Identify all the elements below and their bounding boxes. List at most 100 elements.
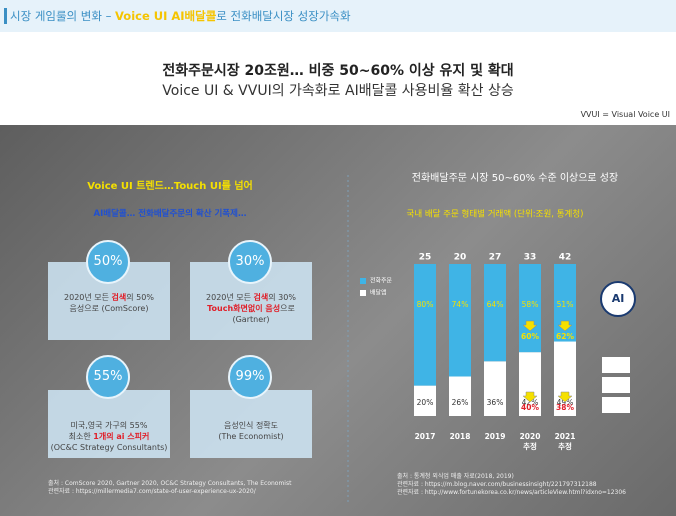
- arrow: [522, 320, 538, 332]
- source-line: 출처 : 통계청 외식업 매출 자료(2018, 2019): [397, 473, 514, 480]
- annotation: 62%: [556, 332, 574, 341]
- total-label: 42: [559, 253, 572, 263]
- stat-text: 2020년 모든: [206, 293, 254, 302]
- stat-line: 2020년 모든 검색의 30%: [190, 292, 312, 303]
- bar-segment: [519, 264, 541, 353]
- total-label: 25: [419, 253, 432, 263]
- x-tick-label: 2017: [415, 432, 436, 441]
- total-label: 33: [524, 253, 537, 263]
- x-tick-label: 2019: [485, 432, 506, 441]
- bar-segment: [519, 352, 541, 416]
- logo: [602, 397, 630, 413]
- x-tick-label: 2018: [450, 432, 471, 441]
- value-label: 20%: [417, 398, 434, 407]
- value-label: 42%: [522, 398, 539, 407]
- legend-swatch: [360, 278, 366, 284]
- x-tick-label: 2021: [555, 432, 576, 441]
- bar-segment: [449, 376, 471, 416]
- value-label: 51%: [557, 300, 574, 309]
- stat-line: 음성으로 (ComScore): [48, 303, 170, 314]
- stat-text: 의 50%: [126, 293, 154, 302]
- stat-line: Touch화면없이 음성으로: [190, 303, 312, 314]
- stat-text: 음성인식 정확도: [223, 421, 279, 430]
- stat-line: 미국,영국 가구의 55%: [48, 420, 170, 431]
- stat-text: Touch화면없이 음성: [207, 304, 281, 313]
- stat-text: 검색: [253, 293, 269, 302]
- stat-text: (OC&C Strategy Consultants): [50, 443, 168, 452]
- stat-line: 음성인식 정확도: [190, 420, 312, 431]
- header-title: 시장 게임룰의 변화 – Voice UI AI배달콜로 전화배달시장 성장가속…: [10, 8, 351, 24]
- x-tick-note: 추정: [558, 441, 572, 451]
- annotation: 38%: [556, 403, 574, 412]
- title-part: Voice UI AI배달콜: [115, 9, 217, 23]
- stat-text: 미국,영국 가구의 55%: [70, 421, 148, 430]
- legend-label: 배달앱: [370, 289, 387, 297]
- bar-segment: [449, 264, 471, 377]
- stat-circle: 55%: [86, 355, 130, 399]
- value-label: 49%: [557, 398, 574, 407]
- legend-swatch: [360, 290, 366, 296]
- value-label: 58%: [522, 300, 539, 309]
- stat-text: 검색: [111, 293, 127, 302]
- source-line: 관련자료 : https://m.blog.naver.com/business…: [397, 481, 597, 488]
- legend-label: 전화주문: [370, 277, 393, 285]
- chart-subtitle: 국내 배달 주문 형태별 거래액 (단위:조원, 통계청): [407, 209, 584, 220]
- headline: 전화주문시장 20조원… 비중 50~60% 이상 유지 및 확대: [162, 63, 514, 79]
- accent: [4, 8, 7, 24]
- stat-circle: 30%: [228, 240, 272, 284]
- arrow: [557, 391, 573, 403]
- stat-circle: 50%: [86, 240, 130, 284]
- arrow: [522, 391, 538, 403]
- stat-text: 의 30%: [268, 293, 296, 302]
- x-tick-label: 2020: [520, 432, 541, 441]
- bar-segment: [414, 264, 436, 386]
- sources: 출처 : ComScore 2020, Gartner 2020, OC&C S…: [48, 480, 291, 496]
- left-title: Voice UI 트렌드…Touch UI를 넘어: [87, 181, 253, 192]
- source-line: 출처 : ComScore 2020, Gartner 2020, OC&C S…: [48, 480, 292, 487]
- stat-line: 2020년 모든 검색의 50%: [48, 292, 170, 303]
- value-label: 36%: [487, 398, 504, 407]
- sources: 출처 : 통계청 외식업 매출 자료(2018, 2019) 관련자료 : htt…: [397, 473, 626, 497]
- svg-text:AI: AI: [612, 292, 625, 305]
- stat-text: 2020년 모든: [64, 293, 112, 302]
- value-label: 74%: [452, 300, 469, 309]
- value-label: 26%: [452, 398, 469, 407]
- total-label: 20: [454, 253, 467, 263]
- header-bar: [0, 0, 676, 32]
- value-label: 80%: [417, 300, 434, 309]
- source-line: 관련자료 : https://millermedia7.com/state-of…: [48, 488, 256, 495]
- note: VVUI = Visual Voice UI: [580, 110, 670, 119]
- stat-text: (Gartner): [232, 315, 270, 324]
- stat-circle: 99%: [228, 355, 272, 399]
- left-subtitle: AI배달콜… 전화배달주문의 확산 기폭제…: [93, 209, 247, 219]
- stat-line: (Gartner): [190, 314, 312, 325]
- bar-segment: [484, 361, 506, 416]
- annotation: 40%: [521, 403, 539, 412]
- stat-text: 1개의 ai 스피커: [93, 432, 150, 441]
- ai-icon: AI: [600, 281, 636, 317]
- stat-text: 음성으로 (ComScore): [69, 304, 149, 313]
- title-part: 로 전화배달시장 성장가속화: [216, 9, 351, 23]
- stat-line: (OC&C Strategy Consultants): [48, 442, 170, 453]
- arrow: [557, 320, 573, 332]
- annotation: 60%: [521, 332, 539, 341]
- x-tick-note: 추정: [523, 441, 537, 451]
- stat-box: 미국,영국 가구의 55% 최소한 1개의 ai 스피커 (OC&C Strateg…: [48, 390, 170, 458]
- stat-text: 최소한: [68, 432, 94, 441]
- stat-text: (The Economist): [218, 432, 284, 441]
- value-label: 64%: [487, 300, 504, 309]
- subheadline: Voice UI & VVUI의 가속화로 AI배달콜 사용비율 확산 상승: [162, 83, 514, 99]
- stat-box: 음성인식 정확도 (The Economist): [190, 390, 312, 458]
- stat-text: 으로: [280, 304, 295, 313]
- logo: [602, 357, 630, 373]
- total-label: 27: [489, 253, 502, 263]
- bar-segment: [554, 264, 576, 342]
- stat-line: (The Economist): [190, 431, 312, 442]
- stat-line: 최소한 1개의 ai 스피커: [48, 431, 170, 442]
- chart-title: 전화배달주문 시장 50~60% 수준 이상으로 성장: [412, 172, 618, 184]
- title-part: 시장 게임룰의 변화 –: [10, 9, 116, 23]
- bar-segment: [414, 385, 436, 416]
- source-line: 관련자료 : http://www.fortunekorea.co.kr/new…: [397, 489, 626, 496]
